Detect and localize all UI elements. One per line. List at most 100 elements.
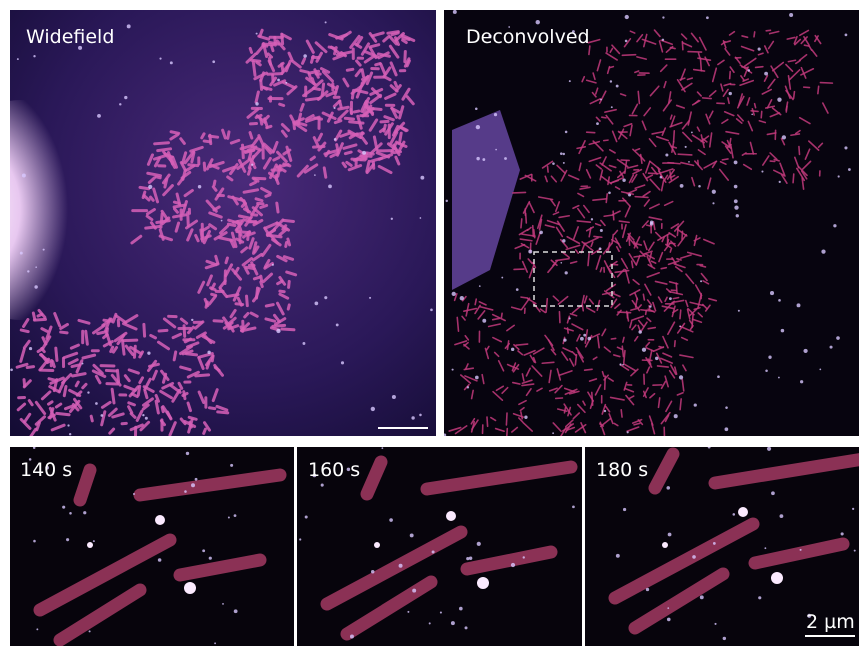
texture — [91, 416, 92, 421]
texture — [819, 369, 821, 371]
texture — [627, 431, 629, 433]
texture — [214, 642, 216, 644]
texture — [405, 51, 406, 61]
texture — [288, 305, 289, 309]
texture — [273, 325, 285, 326]
texture — [646, 588, 649, 591]
texture — [146, 226, 159, 228]
texture — [245, 150, 253, 151]
texture — [475, 376, 479, 380]
texture — [818, 86, 819, 93]
texture — [256, 115, 261, 117]
texture — [734, 205, 738, 209]
texture — [504, 157, 507, 160]
texture — [151, 197, 154, 200]
texture — [207, 351, 210, 354]
texture — [20, 252, 23, 255]
texture — [104, 320, 111, 321]
texture — [206, 302, 207, 307]
texture — [771, 491, 775, 495]
texture — [565, 271, 568, 274]
texture — [600, 229, 603, 232]
texture — [599, 247, 602, 250]
texture — [93, 540, 95, 542]
texture — [53, 361, 55, 366]
texture — [214, 181, 215, 185]
texture — [736, 214, 739, 217]
texture — [679, 326, 681, 328]
texture — [261, 276, 262, 280]
texture — [596, 122, 599, 125]
texture — [371, 570, 374, 573]
texture — [33, 313, 34, 319]
texture — [86, 331, 88, 344]
texture — [841, 532, 844, 535]
texture — [803, 349, 807, 353]
texture — [284, 164, 290, 166]
texture — [533, 226, 534, 237]
texture — [764, 547, 766, 549]
texture — [501, 277, 503, 279]
texture — [432, 550, 435, 553]
texture — [685, 146, 687, 148]
texture — [76, 382, 78, 386]
texture — [196, 375, 209, 376]
texture — [216, 256, 218, 263]
texture — [87, 391, 89, 393]
texture — [184, 490, 187, 493]
texture — [301, 71, 308, 73]
texture — [350, 635, 354, 639]
texture — [321, 484, 324, 487]
texture — [562, 239, 565, 242]
texture — [604, 410, 606, 412]
texture — [303, 54, 307, 58]
texture — [528, 250, 532, 254]
texture — [351, 109, 352, 113]
texture — [191, 483, 195, 487]
texture — [17, 58, 19, 60]
texture — [27, 367, 33, 368]
texture — [604, 140, 608, 141]
texture — [688, 161, 690, 163]
texture — [112, 389, 114, 403]
texture — [202, 549, 205, 552]
panel-label: 160 s — [308, 459, 360, 481]
texture — [392, 33, 398, 35]
texture — [616, 554, 620, 558]
texture — [575, 355, 576, 365]
texture — [836, 336, 840, 340]
texture — [204, 163, 205, 170]
texture — [410, 533, 414, 537]
texture — [371, 407, 375, 411]
texture — [123, 341, 125, 354]
texture — [255, 102, 258, 105]
texture — [682, 231, 683, 239]
texture — [452, 292, 456, 296]
texture — [82, 363, 84, 365]
texture — [560, 262, 562, 264]
texture — [315, 302, 319, 306]
texture — [777, 97, 781, 101]
texture — [765, 370, 768, 373]
texture — [539, 231, 543, 235]
texture — [272, 46, 273, 50]
texture — [600, 99, 602, 101]
texture — [845, 34, 848, 37]
texture — [625, 40, 628, 43]
texture — [234, 514, 237, 517]
texture — [412, 589, 416, 593]
texture — [451, 621, 455, 625]
texture — [708, 446, 711, 449]
texture — [844, 146, 847, 149]
texture — [72, 365, 80, 367]
texture — [475, 107, 478, 110]
texture — [800, 380, 803, 383]
texture — [524, 416, 527, 419]
texture — [800, 549, 802, 551]
texture — [780, 514, 784, 518]
texture — [622, 55, 635, 56]
texture — [460, 296, 464, 300]
texture — [62, 506, 65, 509]
texture — [161, 214, 162, 227]
texture — [21, 330, 28, 332]
